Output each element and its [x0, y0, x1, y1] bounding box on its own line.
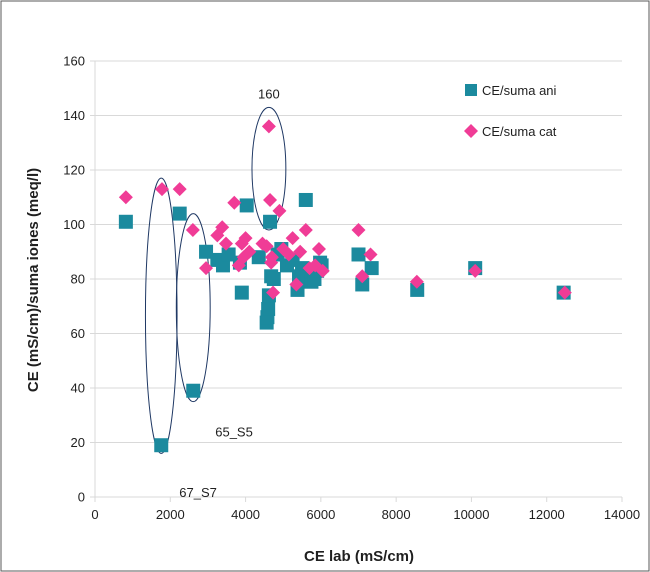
- y-tick-label: 40: [71, 381, 85, 396]
- legend: CE/suma ani CE/suma cat: [464, 83, 557, 139]
- x-axis-title: CE lab (mS/cm): [304, 548, 414, 565]
- annotation-label: 65_S5: [215, 425, 253, 440]
- legend-label-cat: CE/suma cat: [482, 124, 557, 139]
- x-tick-label: 10000: [453, 507, 489, 522]
- y-tick-label: 60: [71, 326, 85, 341]
- legend-item-cat: CE/suma cat: [464, 124, 557, 139]
- data-point-cat: [311, 242, 326, 257]
- data-point-cat: [155, 182, 170, 197]
- data-point-cat: [185, 222, 200, 237]
- y-tick-labels: 0 20 40 60 80 100 120 140 160: [63, 54, 85, 505]
- data-point-cat: [264, 250, 279, 265]
- y-tick-label: 100: [63, 217, 85, 232]
- data-point-cat: [351, 222, 366, 237]
- data-point-cat: [409, 274, 424, 289]
- highlight-ellipse: [251, 106, 287, 231]
- y-tick-label: 140: [63, 108, 85, 123]
- data-point-ani: [239, 198, 254, 213]
- legend-label-ani: CE/suma ani: [482, 83, 557, 98]
- data-point-ani: [410, 282, 425, 297]
- data-point-cat: [238, 231, 253, 246]
- y-tick-label: 80: [71, 272, 85, 287]
- data-point-cat: [215, 220, 230, 235]
- data-point-cat: [227, 195, 242, 210]
- legend-marker-cat: [464, 124, 478, 138]
- x-tick-label: 2000: [156, 507, 185, 522]
- highlight-ellipse: [144, 177, 178, 454]
- data-point-cat: [289, 277, 304, 292]
- data-point-ani: [266, 272, 281, 286]
- x-tick-label: 0: [91, 507, 98, 522]
- x-tick-labels: 0 2000 4000 6000 8000 10000 12000 14000: [91, 507, 640, 522]
- data-point-ani: [215, 258, 230, 273]
- data-point-cat: [281, 247, 296, 262]
- y-axis-title: CE (mS/cm)/suma iones (meq/l): [25, 168, 42, 392]
- data-point-cat: [285, 231, 300, 246]
- data-point-ani: [251, 250, 266, 265]
- annotations: 160 65_S5 67_S7: [179, 86, 280, 500]
- data-point-cat: [236, 250, 251, 265]
- y-tick-label: 0: [78, 490, 85, 505]
- legend-marker-ani: [465, 84, 477, 96]
- data-point-cat: [199, 261, 214, 276]
- data-point-cat: [242, 244, 257, 259]
- data-point-ani: [355, 277, 370, 292]
- data-point-cat: [468, 263, 483, 278]
- x-tick-label: 8000: [382, 507, 411, 522]
- data-point-ani: [118, 214, 133, 229]
- data-point-ani: [199, 244, 214, 259]
- x-tick-label: 4000: [231, 507, 260, 522]
- data-point-cat: [218, 236, 233, 251]
- axes: [90, 60, 623, 502]
- data-point-cat: [298, 222, 313, 237]
- data-point-cat: [557, 285, 572, 300]
- data-point-ani: [351, 247, 366, 262]
- annotation-label: 67_S7: [179, 485, 217, 500]
- data-point-ani: [261, 301, 276, 316]
- annotation-label: 160: [258, 86, 280, 101]
- y-tick-label: 160: [63, 54, 85, 69]
- x-tick-label: 6000: [306, 507, 335, 522]
- data-point-ani: [221, 247, 236, 262]
- data-point-cat: [266, 285, 281, 300]
- highlight-ellipse: [175, 213, 211, 403]
- y-tick-label: 120: [63, 163, 85, 178]
- data-point-cat: [272, 203, 287, 218]
- data-point-cat: [293, 244, 308, 259]
- highlight-ellipses: [144, 106, 287, 454]
- x-tick-label: 12000: [529, 507, 565, 522]
- data-point-ani: [364, 261, 379, 276]
- data-point-cat: [172, 182, 187, 197]
- data-point-cat: [363, 247, 378, 262]
- data-point-cat: [263, 192, 278, 207]
- data-series: [118, 119, 572, 453]
- series-cat: [118, 119, 572, 300]
- data-point-cat: [118, 190, 133, 205]
- legend-item-ani: CE/suma ani: [465, 83, 557, 98]
- x-tick-label: 14000: [604, 507, 640, 522]
- data-point-cat: [315, 263, 330, 278]
- y-tick-label: 20: [71, 435, 85, 450]
- data-point-ani: [154, 438, 169, 453]
- data-point-ani: [186, 383, 201, 398]
- data-point-ani: [263, 214, 278, 229]
- data-point-cat: [261, 119, 276, 134]
- data-point-ani: [172, 206, 187, 221]
- data-point-ani: [234, 285, 249, 300]
- data-point-ani: [298, 192, 313, 207]
- data-point-cat: [355, 269, 370, 284]
- data-point-cat: [259, 239, 274, 254]
